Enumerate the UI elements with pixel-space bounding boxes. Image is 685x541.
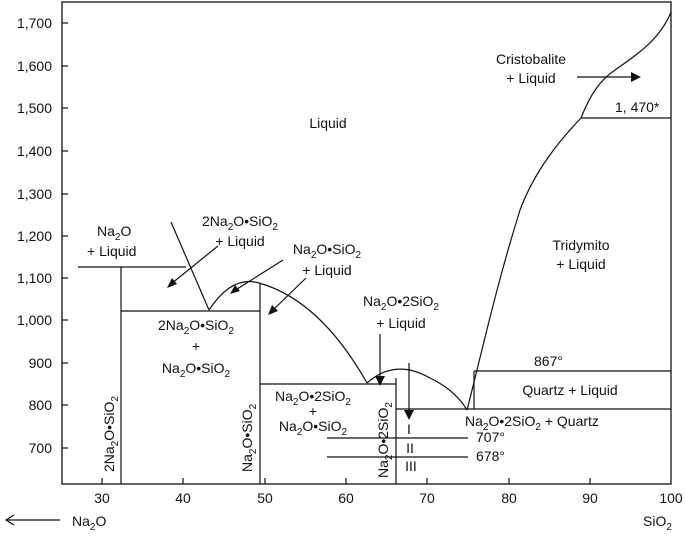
label-na2o2sio2-quartz: Na2O•2SiO2 + Quartz (465, 413, 599, 433)
y-tick-label: 1,200 (17, 228, 52, 244)
label-cristobalite-2: + Liquid (506, 70, 555, 86)
arrow-2na2o-icon (170, 245, 219, 285)
y-tick-label: 700 (29, 440, 53, 456)
label-vertical-na2o2sio2: Na2O•2SiO2 (375, 402, 395, 478)
arrow-head-icon (404, 410, 414, 420)
label-na2osio2-upper-2: + Liquid (302, 262, 351, 278)
label-707: 707° (476, 429, 505, 445)
label-liquid: Liquid (309, 115, 346, 131)
y-tick-label: 1,100 (17, 270, 52, 286)
x-tick-label: 30 (94, 490, 110, 506)
y-tick-label: 1,300 (17, 186, 52, 202)
label-na2o2sio2-upper-2: + Liquid (376, 315, 425, 331)
liquidus-dome-1 (208, 280, 260, 311)
left-arrow-head-icon (4, 514, 15, 526)
arrow-na2osio2-upper-icon (233, 259, 284, 292)
y-axis: 1,700 1,600 1,500 1,400 1,300 1,200 1,10… (17, 15, 68, 456)
label-roman-2: II (406, 440, 414, 456)
liquidus-descent (258, 282, 368, 384)
label-na2o2sio2-upper-1: Na2O•2SiO2 (363, 293, 439, 313)
liquidus-tridymite (466, 117, 582, 411)
sio2-axis-label: SiO2 (643, 513, 672, 533)
label-roman-3: III (405, 458, 417, 474)
label-vertical-na2osio2: Na2O•SiO2 (239, 403, 259, 472)
composition-axis-labels: Na2O SiO2 (4, 513, 672, 533)
x-tick-label: 70 (419, 490, 435, 506)
label-tridymite-1: Tridymito (552, 237, 609, 253)
arrow-head-icon (631, 72, 641, 82)
x-tick-label: 50 (257, 490, 273, 506)
label-867: 867° (534, 353, 563, 369)
arrow-na2osio2-lower-icon (271, 277, 307, 312)
label-na2o-2: + Liquid (87, 243, 136, 259)
y-tick-label: 1,600 (17, 58, 52, 74)
label-na2osio2-upper-1: Na2O•SiO2 (293, 241, 362, 261)
label-2na2osio2-lower-1: 2Na2O•SiO2 (158, 317, 234, 337)
na2o-axis-label: Na2O (72, 513, 106, 533)
plot-frame (61, 1, 672, 485)
label-plus: + (192, 338, 200, 354)
x-tick-label: 40 (175, 490, 191, 506)
arrow-head-icon (375, 376, 385, 386)
label-2na2osio2-upper-1: 2Na2O•SiO2 (202, 213, 278, 233)
liquidus-dome-2 (366, 368, 468, 411)
phase-boundaries (78, 11, 672, 484)
label-roman-1: I (407, 421, 411, 437)
liquidus-na2o-branch (170, 221, 210, 311)
x-axis: 30 40 50 60 70 80 90 100 (94, 478, 683, 506)
x-tick-label: 60 (338, 490, 354, 506)
x-tick-label: 80 (501, 490, 517, 506)
label-2na2osio2-upper-2: + Liquid (215, 233, 264, 249)
y-tick-label: 900 (29, 355, 53, 371)
x-tick-label: 100 (659, 490, 683, 506)
region-labels: Liquid Cristobalite + Liquid 1, 470* Tri… (87, 51, 660, 478)
label-tridymite-2: + Liquid (556, 256, 605, 272)
label-2na2osio2-lower-3: Na2O•SiO2 (162, 360, 231, 380)
label-vertical-2na2osio2: 2Na2O•SiO2 (101, 396, 121, 472)
y-tick-label: 800 (29, 397, 53, 413)
label-1470: 1, 470* (615, 99, 660, 115)
liquidus-cristobalite (580, 11, 672, 119)
arrow-head-icon (230, 285, 240, 294)
y-tick-label: 1,000 (17, 312, 52, 328)
arrow-head-icon (268, 305, 278, 315)
x-tick-label: 90 (582, 490, 598, 506)
label-cristobalite-1: Cristobalite (496, 51, 566, 67)
y-tick-label: 1,700 (17, 15, 52, 31)
label-plus-2: + (309, 403, 317, 419)
y-tick-label: 1,400 (17, 143, 52, 159)
label-678: 678° (476, 448, 505, 464)
label-quartz-liquid: Quartz + Liquid (522, 382, 617, 398)
arrows (167, 72, 641, 420)
y-tick-label: 1,500 (17, 100, 52, 116)
label-na2o-1: Na2O (97, 223, 131, 243)
arrow-head-icon (167, 278, 177, 288)
label-na2o2sio2-lower-3: Na2O•SiO2 (279, 418, 348, 438)
